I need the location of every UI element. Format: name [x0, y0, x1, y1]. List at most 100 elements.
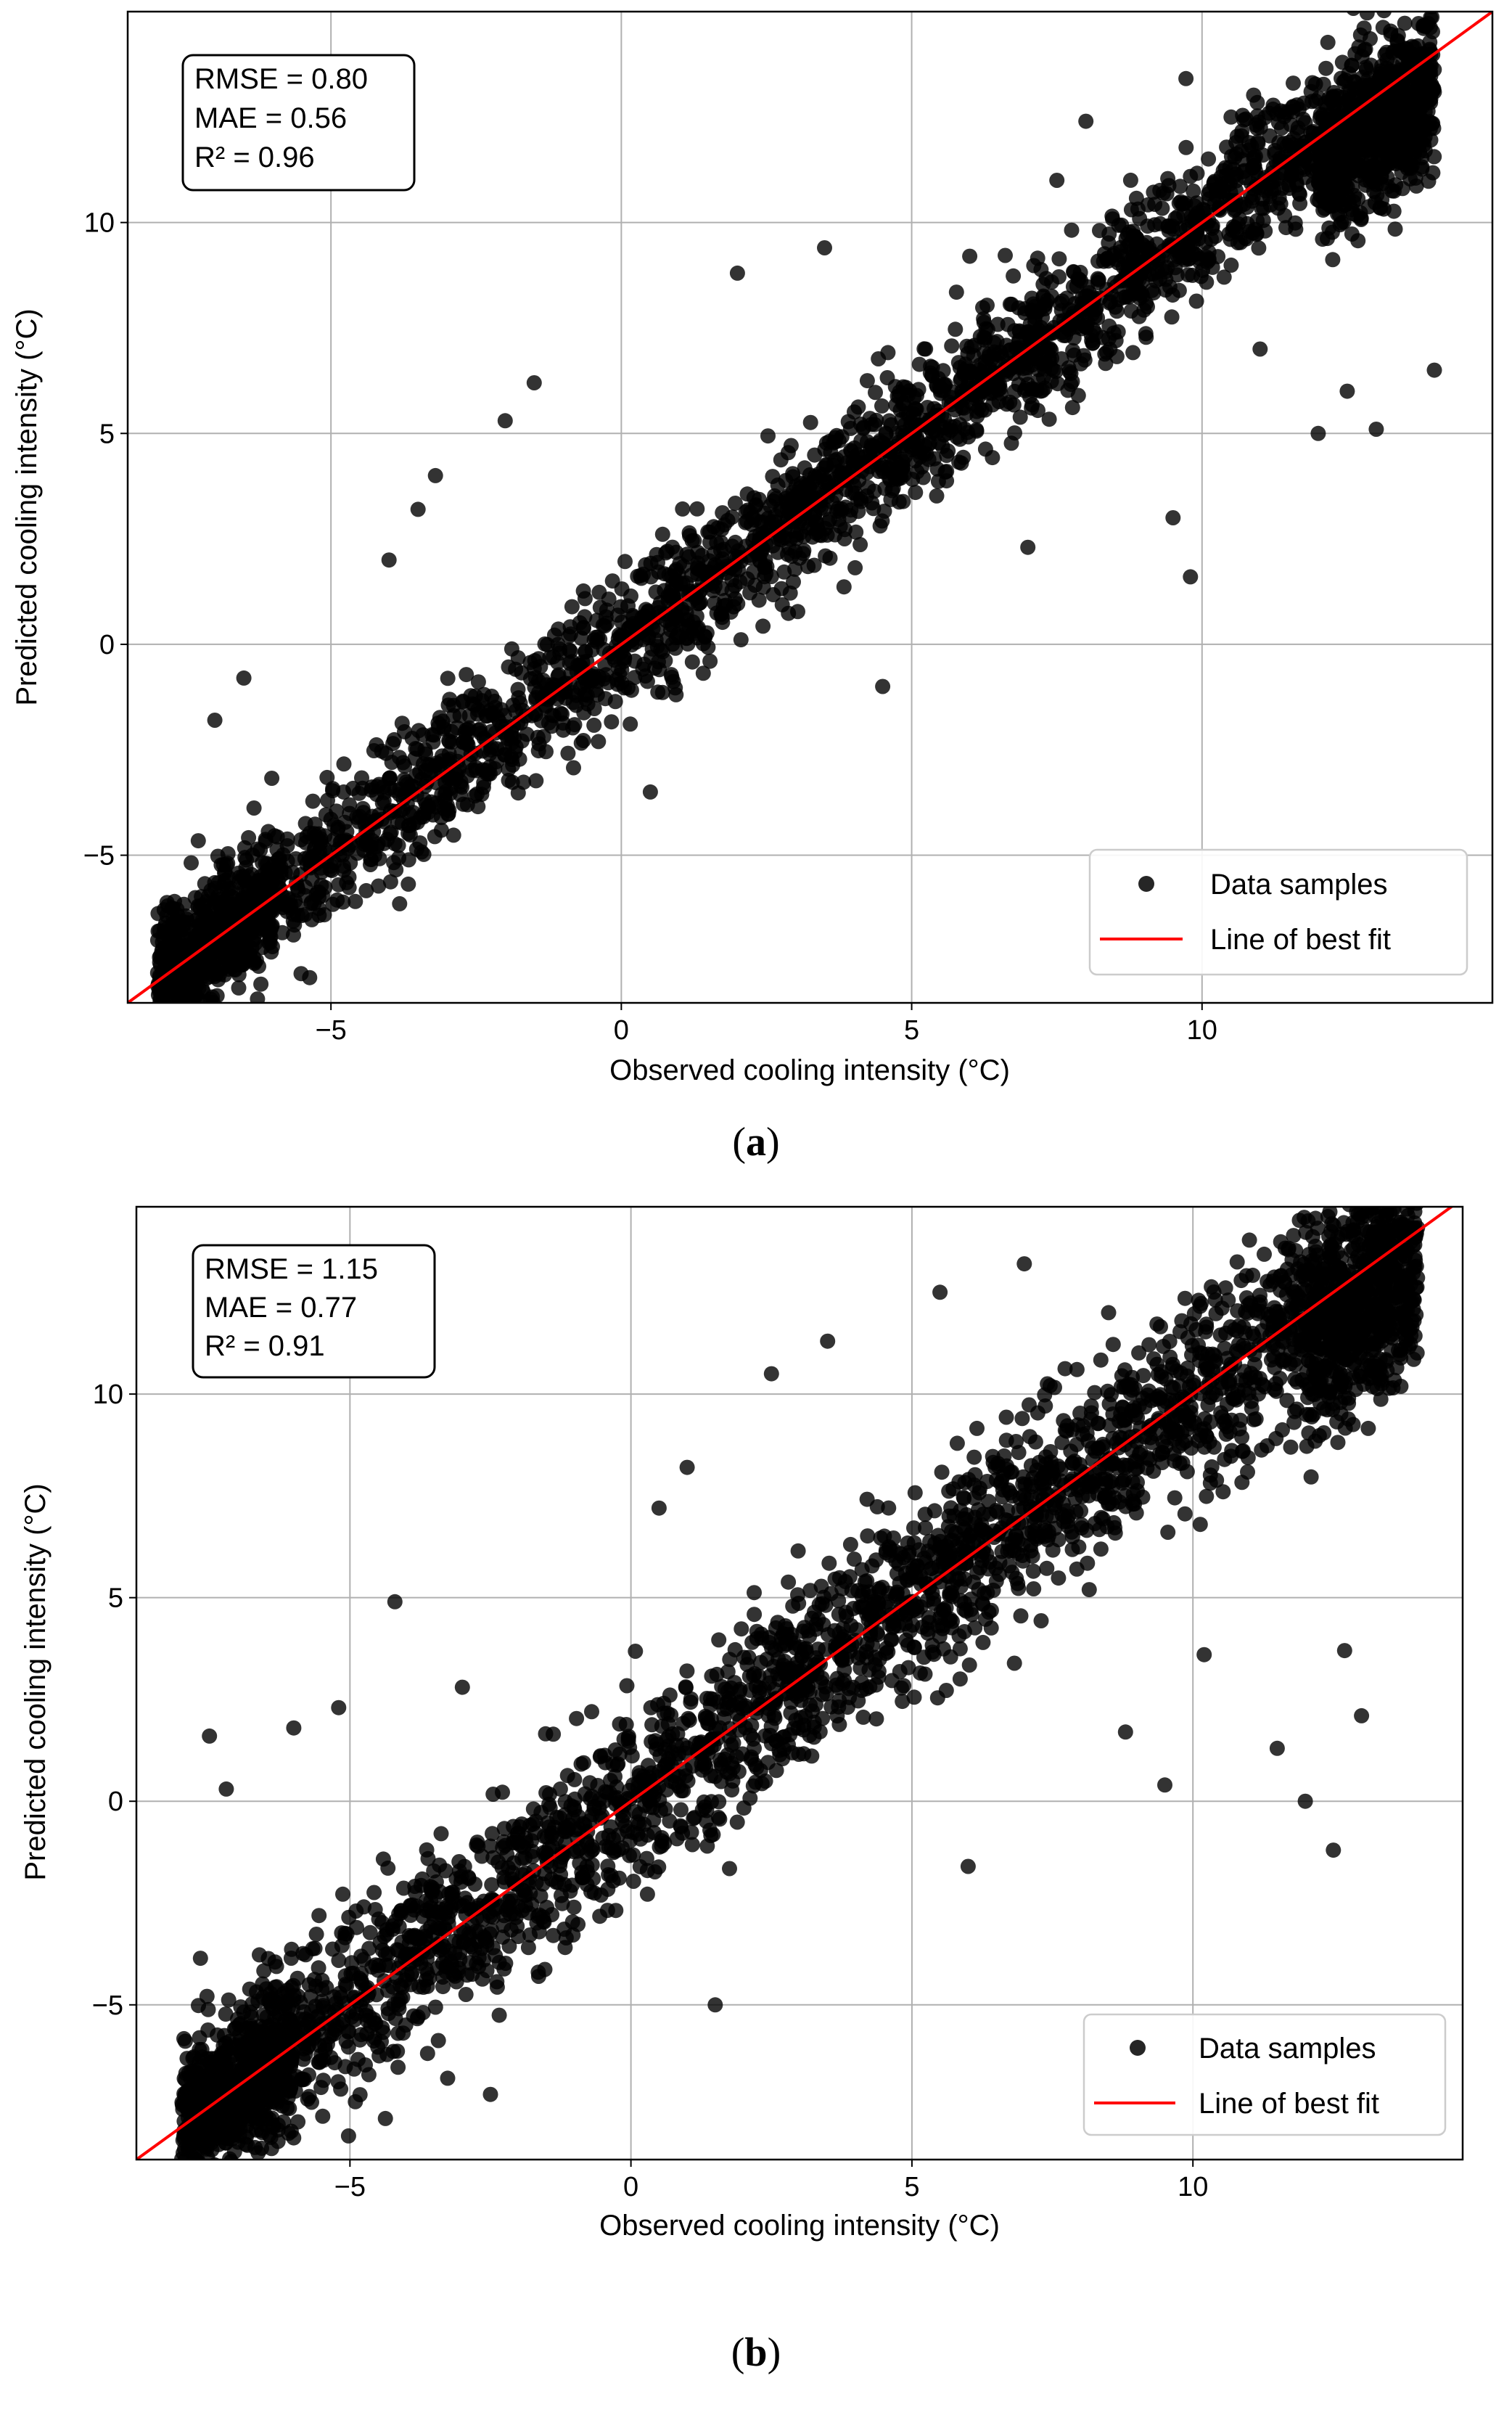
data-point	[985, 450, 1001, 466]
data-point	[410, 501, 426, 517]
data-point	[665, 588, 681, 604]
data-point	[1077, 352, 1093, 368]
data-point	[440, 671, 456, 686]
data-point	[1228, 173, 1244, 189]
data-point	[311, 901, 326, 917]
data-point	[250, 991, 266, 1003]
data-point	[512, 695, 528, 711]
data-point	[258, 832, 274, 848]
data-point	[1131, 1345, 1147, 1361]
data-point	[1386, 79, 1402, 95]
data-point	[977, 353, 993, 369]
data-point	[231, 980, 247, 996]
data-point	[1359, 12, 1375, 21]
data-point	[1015, 1553, 1031, 1569]
data-point	[672, 556, 688, 572]
data-point	[386, 731, 402, 747]
data-point	[1071, 271, 1087, 287]
data-point	[802, 414, 818, 430]
data-point	[1241, 1232, 1257, 1248]
panel-a-caption: (a)	[732, 1120, 779, 1165]
data-point	[538, 744, 554, 760]
data-point	[760, 428, 776, 444]
data-point	[1279, 1393, 1295, 1409]
data-point	[991, 394, 1007, 409]
data-point	[909, 388, 924, 403]
data-point	[787, 561, 803, 577]
data-point	[1406, 39, 1422, 55]
data-point	[299, 829, 315, 845]
data-point	[212, 966, 228, 982]
data-point	[1408, 1119, 1423, 1134]
data-point	[1396, 1154, 1411, 1169]
data-point	[363, 851, 379, 867]
data-point	[1164, 309, 1180, 325]
data-point	[1188, 293, 1204, 309]
data-point	[922, 1533, 937, 1549]
data-point	[1352, 27, 1368, 43]
data-point	[1315, 76, 1331, 92]
data-point	[1201, 245, 1217, 260]
data-point	[1228, 134, 1244, 150]
data-point	[560, 745, 576, 761]
data-point	[304, 872, 320, 887]
data-point	[381, 552, 397, 568]
panel-a-stat-r2: R² = 0.96	[194, 142, 315, 173]
data-point	[1387, 1184, 1402, 1200]
data-point	[275, 847, 291, 863]
data-point	[307, 816, 323, 832]
data-point	[707, 1768, 723, 1784]
data-point	[1304, 75, 1320, 91]
data-point	[911, 444, 927, 460]
panel-a-y-tick-label: 0	[99, 630, 115, 660]
data-point	[1283, 168, 1299, 184]
data-point	[783, 438, 799, 454]
data-point	[1141, 1337, 1157, 1353]
data-point	[1043, 361, 1059, 377]
data-point	[1369, 133, 1385, 149]
data-point	[1227, 149, 1243, 165]
data-point	[149, 1012, 165, 1027]
data-point	[165, 901, 181, 917]
panel-a-y-tick-label: −5	[83, 841, 115, 872]
data-point	[251, 920, 267, 936]
data-point	[847, 559, 863, 575]
data-point	[623, 716, 638, 732]
data-point	[159, 983, 174, 999]
data-point	[543, 718, 559, 734]
data-point	[176, 989, 192, 1003]
data-point	[604, 714, 620, 730]
panel-a-legend-frame	[1088, 848, 1468, 976]
panel-a-legend-marker-scatter	[1138, 876, 1154, 892]
data-point	[504, 641, 519, 657]
data-point	[1033, 262, 1049, 277]
data-point	[1344, 226, 1360, 242]
data-point	[1101, 226, 1117, 242]
data-point	[1312, 107, 1328, 123]
data-point	[683, 1824, 699, 1840]
data-point	[922, 435, 938, 451]
data-point	[654, 684, 670, 700]
data-point	[392, 895, 408, 911]
data-point	[1413, 93, 1429, 109]
data-point	[866, 443, 882, 459]
data-point	[510, 681, 526, 697]
data-point	[1020, 539, 1036, 555]
data-point	[917, 1666, 933, 1682]
data-point	[551, 621, 567, 637]
data-point	[253, 976, 269, 992]
data-point	[916, 341, 932, 357]
panel-a-x-tick-label: 0	[614, 1015, 629, 1046]
data-point	[1339, 1176, 1355, 1192]
data-point	[485, 1850, 501, 1866]
data-point	[286, 927, 301, 943]
data-point	[850, 399, 866, 415]
data-point	[976, 311, 992, 327]
data-point	[342, 805, 358, 821]
data-point	[449, 720, 465, 736]
data-point	[619, 1678, 635, 1694]
data-point	[1140, 299, 1155, 315]
data-point	[781, 605, 797, 621]
data-point	[514, 665, 530, 681]
data-point	[1139, 234, 1155, 250]
